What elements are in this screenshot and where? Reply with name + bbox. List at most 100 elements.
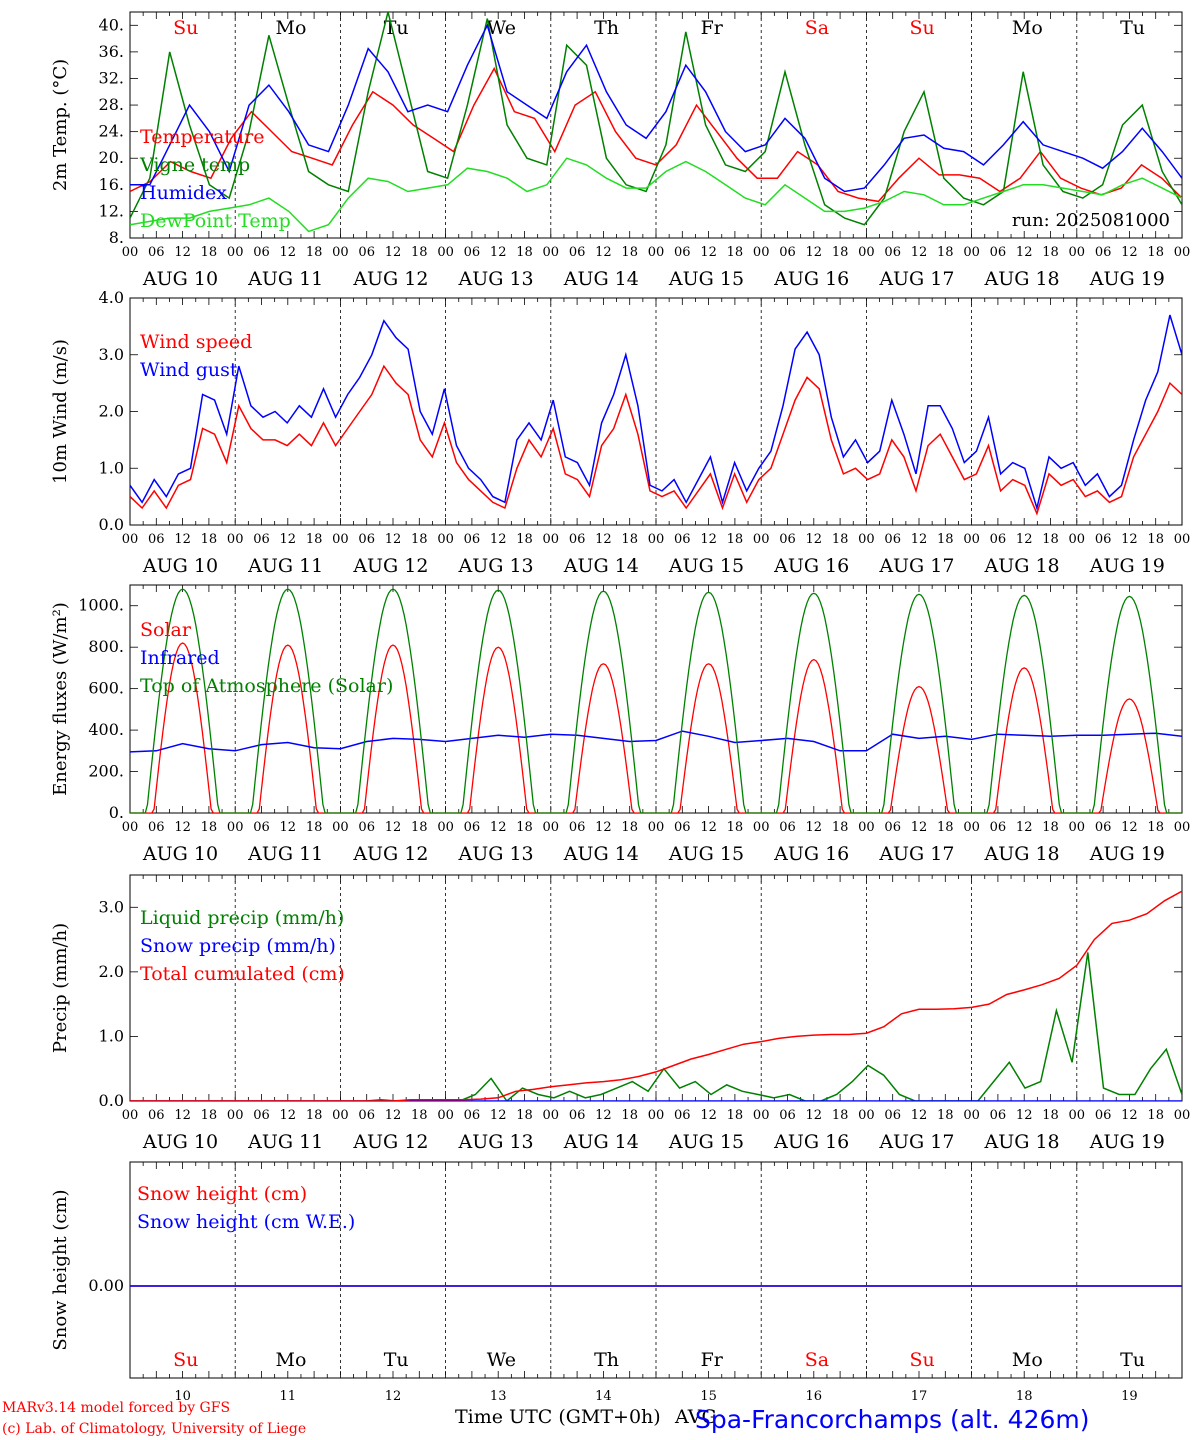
hour-tick-label: 06 — [253, 245, 270, 260]
date-label: AUG 18 — [984, 268, 1060, 290]
hour-tick-label: 00 — [753, 532, 770, 547]
date-label: AUG 13 — [458, 268, 534, 290]
hour-tick-label: 06 — [1095, 1108, 1112, 1123]
hour-tick-label: 18 — [937, 245, 954, 260]
hour-tick-label: 18 — [727, 1108, 744, 1123]
date-label: AUG 12 — [352, 843, 428, 865]
y-axis-label: Snow height (cm) — [50, 1189, 71, 1350]
hour-tick-label: 06 — [569, 820, 586, 835]
hour-tick-label: 18 — [201, 245, 218, 260]
hour-tick-label: 12 — [280, 532, 297, 547]
date-label: AUG 17 — [878, 268, 954, 290]
date-label: AUG 17 — [878, 1131, 954, 1153]
weekday-label: Sa — [805, 17, 829, 39]
hour-tick-label: 18 — [306, 1108, 323, 1123]
hour-tick-label: 06 — [990, 245, 1007, 260]
plot-area — [130, 588, 1182, 813]
humidex-line — [130, 23, 1182, 193]
hour-tick-label: 00 — [648, 245, 665, 260]
hour-tick-label: 12 — [1121, 245, 1138, 260]
y-tick-label: 0.0 — [99, 1091, 124, 1110]
hour-tick-label: 12 — [490, 245, 507, 260]
day-number-label: 15 — [700, 1389, 717, 1404]
y-tick-label: 400. — [88, 720, 124, 739]
vigne-temp-line — [130, 12, 1182, 226]
hour-tick-label: 18 — [1147, 1108, 1164, 1123]
legend-label: Wind gust — [140, 359, 238, 381]
hour-tick-label: 12 — [595, 1108, 612, 1123]
date-label: AUG 14 — [563, 268, 639, 290]
hour-tick-label: 18 — [727, 820, 744, 835]
hour-tick-label: 00 — [122, 532, 139, 547]
hour-tick-label: 00 — [543, 1108, 560, 1123]
hour-tick-label: 06 — [674, 532, 691, 547]
hour-tick-label: 18 — [306, 245, 323, 260]
solar-line — [130, 642, 1182, 813]
y-tick-label: 3.0 — [99, 345, 124, 364]
date-label: AUG 13 — [458, 843, 534, 865]
hour-tick-label: 12 — [806, 820, 823, 835]
hour-tick-label: 18 — [411, 820, 428, 835]
hour-tick-label: 00 — [963, 820, 980, 835]
y-axis-label: Precip (mm/h) — [50, 923, 71, 1053]
plot-area — [130, 314, 1182, 516]
hour-tick-label: 00 — [963, 532, 980, 547]
run-annotation: run: 2025081000 — [1012, 210, 1170, 231]
hour-tick-label: 06 — [674, 1108, 691, 1123]
hour-tick-label: 12 — [806, 245, 823, 260]
hour-tick-label: 00 — [122, 1108, 139, 1123]
hour-tick-label: 06 — [990, 820, 1007, 835]
hour-tick-label: 00 — [858, 820, 875, 835]
y-tick-label: 0. — [109, 803, 124, 822]
date-label: AUG 11 — [247, 1131, 323, 1153]
weekday-label: Su — [173, 1349, 198, 1371]
date-label: AUG 19 — [1089, 555, 1165, 577]
weekday-label: Mo — [1012, 1349, 1043, 1371]
hour-tick-label: 18 — [516, 1108, 533, 1123]
hour-tick-label: 18 — [832, 1108, 849, 1123]
date-label: AUG 10 — [142, 1131, 218, 1153]
hour-tick-label: 12 — [700, 245, 717, 260]
hour-tick-label: 00 — [648, 820, 665, 835]
date-label: AUG 17 — [878, 843, 954, 865]
y-tick-label: 40. — [99, 15, 124, 34]
date-label: AUG 16 — [773, 268, 849, 290]
weekday-label: Fr — [701, 17, 724, 39]
hour-tick-label: 18 — [306, 532, 323, 547]
legend-label: Snow precip (mm/h) — [140, 935, 336, 957]
wind-gust-line — [130, 314, 1182, 511]
y-tick-label: 0.0 — [99, 515, 124, 534]
y-tick-label: 16. — [99, 175, 124, 194]
hour-tick-label: 06 — [253, 820, 270, 835]
hour-tick-label: 18 — [1147, 820, 1164, 835]
panel-3: 00 06 12 18 00 06 12 18 00 06 12 18 00 06 12 18 00 06 12 18… — [50, 584, 1190, 865]
dewpoint-temp-line — [130, 157, 1182, 233]
legend-label: Top of Atmosphere (Solar) — [140, 675, 393, 697]
date-label: AUG 18 — [984, 555, 1060, 577]
hour-tick-label: 00 — [332, 532, 349, 547]
hour-tick-label: 12 — [806, 532, 823, 547]
y-tick-label: 12. — [99, 201, 124, 220]
hour-tick-label: 12 — [700, 1108, 717, 1123]
hour-tick-label: 12 — [1016, 1108, 1033, 1123]
date-label: AUG 17 — [878, 555, 954, 577]
hour-tick-label: 12 — [174, 1108, 191, 1123]
hour-tick-label: 00 — [753, 820, 770, 835]
hour-tick-label: 06 — [990, 532, 1007, 547]
hour-tick-label: 18 — [832, 820, 849, 835]
hour-tick-label: 00 — [543, 532, 560, 547]
date-label: AUG 10 — [142, 843, 218, 865]
hour-tick-label: 12 — [385, 1108, 402, 1123]
weekday-label: Th — [594, 17, 619, 39]
date-label: AUG 16 — [773, 555, 849, 577]
hour-tick-label: 06 — [569, 245, 586, 260]
hour-tick-label: 06 — [464, 1108, 481, 1123]
hour-tick-label: 06 — [884, 532, 901, 547]
hour-tick-label: 06 — [1095, 820, 1112, 835]
day-number-label: 11 — [280, 1389, 297, 1404]
hour-tick-label: 18 — [621, 1108, 638, 1123]
hour-tick-label: 12 — [806, 1108, 823, 1123]
date-label: AUG 14 — [563, 1131, 639, 1153]
hour-tick-label: 00 — [1069, 820, 1086, 835]
hour-tick-label: 06 — [779, 532, 796, 547]
